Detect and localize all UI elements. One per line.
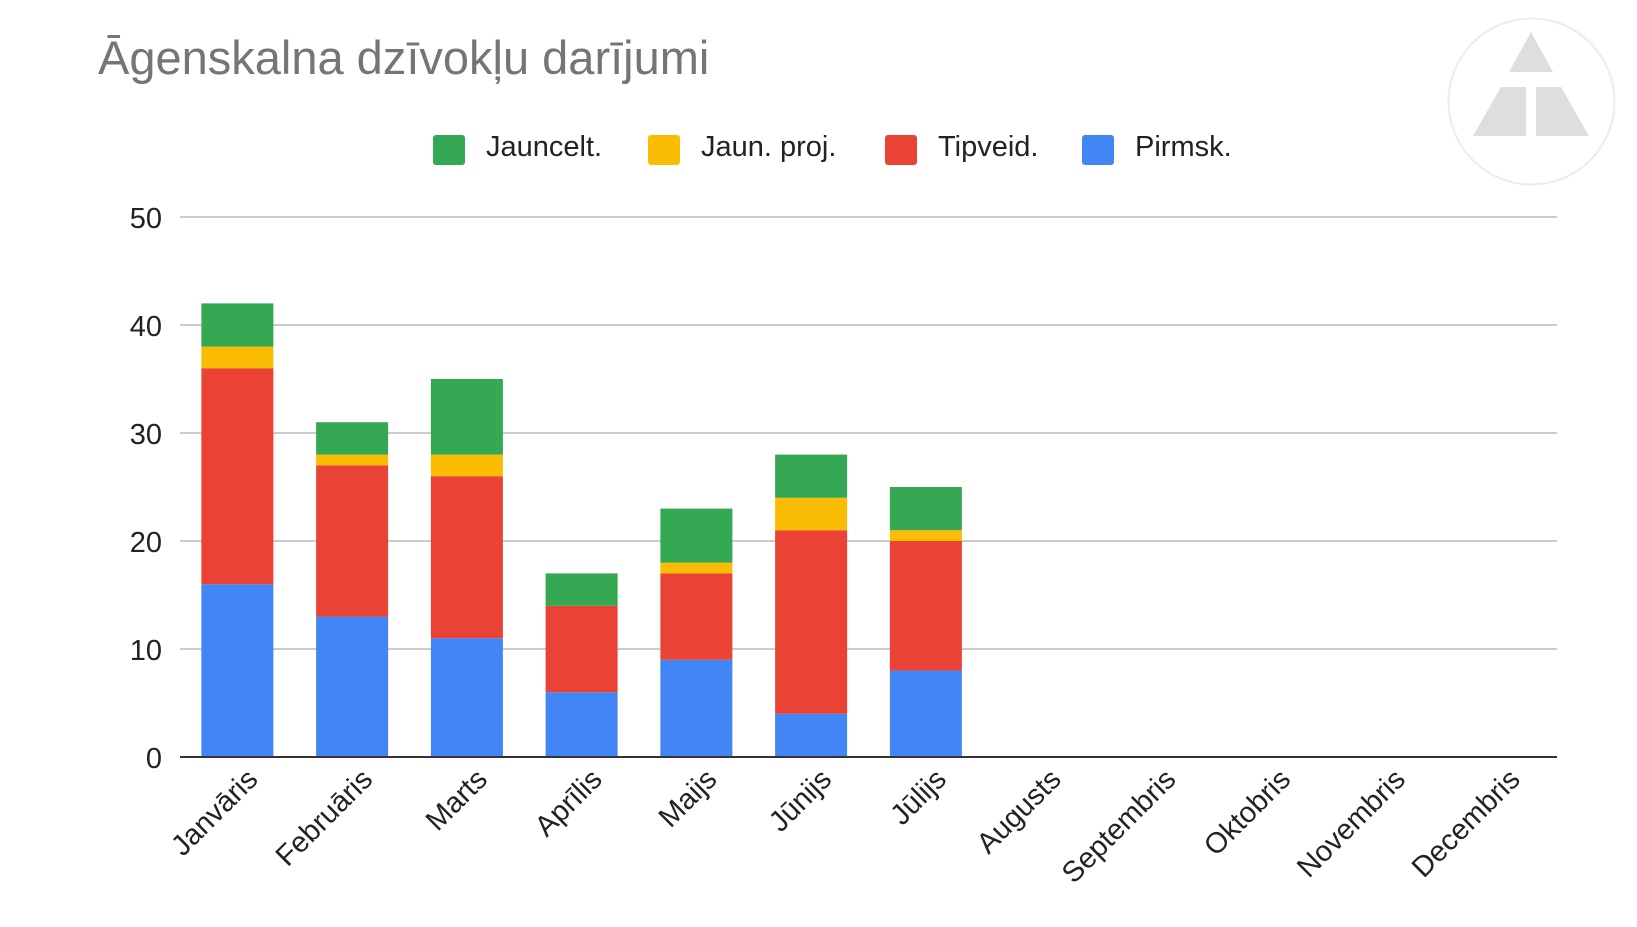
legend-label-tipveid: Tipveid. — [938, 131, 1039, 163]
y-tick-label: 40 — [130, 311, 162, 343]
bar-segment — [775, 713, 848, 757]
y-tick-label: 10 — [130, 635, 162, 667]
bar-segment — [775, 530, 848, 714]
bar-segment — [201, 584, 274, 757]
bar-segment — [545, 692, 618, 757]
bar-segment — [316, 465, 389, 617]
bar-segment — [660, 562, 733, 574]
bar-segment — [201, 368, 274, 585]
bar-segment — [430, 476, 503, 639]
legend-label-pirmsk: Pirmsk. — [1135, 131, 1232, 163]
bar-segment — [430, 454, 503, 477]
bar-segment — [316, 454, 389, 466]
x-tick-label: Aprīlis — [529, 763, 609, 843]
x-tick-label: Janvāris — [165, 763, 264, 862]
x-tick-label: Jūnijs — [763, 763, 838, 838]
legend: Jauncelt. Jaun. proj. Tipveid. Pirmsk. — [0, 127, 1637, 171]
chart-title: Āgenskalna dzīvokļu darījumi — [98, 31, 710, 84]
y-tick-label: 50 — [130, 203, 162, 235]
bar-segment — [775, 497, 848, 531]
bar-segment — [889, 541, 962, 671]
y-tick-label: 30 — [130, 419, 162, 451]
x-tick-label: Oktobris — [1198, 763, 1297, 862]
bar-segment — [775, 454, 848, 498]
x-tick-label: Jūlijs — [885, 763, 953, 831]
bar-segment — [889, 670, 962, 757]
x-tick-label: Augusts — [971, 763, 1068, 860]
legend-swatch-jaun-proj — [648, 135, 680, 165]
triangle-logo-icon — [1447, 17, 1616, 186]
x-tick-label: Decembris — [1406, 763, 1527, 884]
bar-segment — [201, 346, 274, 369]
bar-segment — [430, 638, 503, 757]
bar-segment — [660, 573, 733, 660]
x-tick-label: Septembris — [1056, 763, 1182, 889]
bar-segment — [660, 508, 733, 563]
y-tick-label: 0 — [146, 743, 162, 775]
bar-segment — [889, 487, 962, 531]
x-tick-label: Maijs — [653, 763, 723, 833]
x-tick-label: Februāris — [270, 763, 379, 872]
bar-segment — [545, 573, 618, 606]
y-tick-label: 20 — [130, 527, 162, 559]
bar-segment — [660, 659, 733, 757]
legend-swatch-tipveid — [885, 135, 917, 165]
bar-segment — [316, 616, 389, 757]
legend-label-jaun-proj: Jaun. proj. — [701, 131, 837, 163]
legend-label-jauncelt: Jauncelt. — [486, 131, 603, 163]
bar-segment — [201, 303, 274, 347]
legend-swatch-jauncelt — [433, 135, 465, 165]
x-tick-label: Marts — [420, 763, 494, 837]
bar-segment — [430, 379, 503, 455]
bar-segment — [889, 530, 962, 541]
legend-swatch-pirmsk — [1082, 135, 1114, 165]
bar-segment — [545, 605, 618, 693]
x-tick-label: Novembris — [1291, 763, 1412, 884]
bar-segment — [316, 422, 389, 455]
